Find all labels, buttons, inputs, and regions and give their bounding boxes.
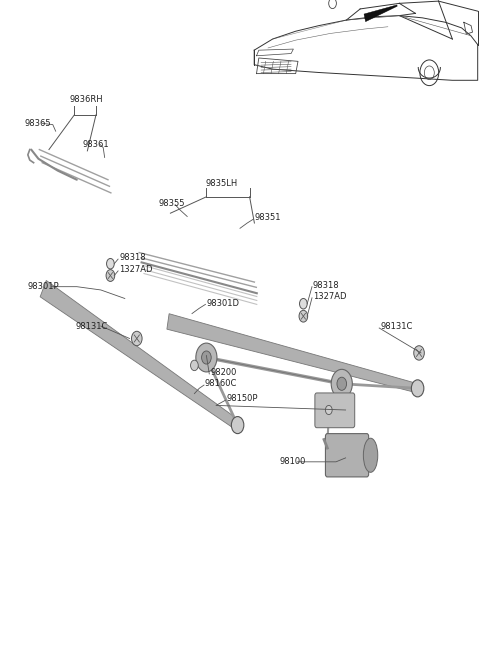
- Circle shape: [337, 377, 347, 390]
- Circle shape: [196, 343, 217, 372]
- Text: 98160C: 98160C: [205, 379, 237, 388]
- Polygon shape: [364, 5, 397, 22]
- Circle shape: [202, 351, 211, 364]
- Text: 98318: 98318: [313, 281, 339, 290]
- Text: 98301D: 98301D: [206, 298, 240, 308]
- Text: 9836RH: 9836RH: [70, 95, 103, 104]
- Circle shape: [331, 369, 352, 398]
- Text: 1327AD: 1327AD: [119, 265, 153, 274]
- Circle shape: [411, 380, 424, 397]
- Polygon shape: [40, 281, 240, 430]
- Text: 1327AD: 1327AD: [313, 292, 347, 301]
- Ellipse shape: [363, 438, 378, 472]
- Text: 98318: 98318: [119, 253, 145, 262]
- Circle shape: [106, 270, 115, 281]
- Text: 98100: 98100: [279, 457, 306, 466]
- Circle shape: [299, 310, 308, 322]
- Text: 98150P: 98150P: [227, 394, 258, 403]
- Text: 98361: 98361: [83, 140, 109, 149]
- Text: 98131C: 98131C: [380, 322, 412, 331]
- Circle shape: [231, 417, 244, 434]
- FancyBboxPatch shape: [315, 393, 355, 428]
- Text: 98200: 98200: [210, 368, 237, 377]
- Text: 9835LH: 9835LH: [205, 179, 238, 188]
- Text: 98351: 98351: [254, 213, 281, 222]
- Circle shape: [414, 346, 424, 360]
- Circle shape: [300, 298, 307, 309]
- Circle shape: [132, 331, 142, 346]
- Circle shape: [325, 405, 332, 415]
- Circle shape: [107, 258, 114, 269]
- FancyBboxPatch shape: [325, 434, 369, 477]
- Text: 98355: 98355: [158, 199, 185, 208]
- Text: 98131C: 98131C: [76, 321, 108, 331]
- Circle shape: [191, 360, 198, 371]
- Text: 98365: 98365: [25, 119, 51, 128]
- Polygon shape: [167, 314, 418, 393]
- Text: 98301P: 98301P: [28, 282, 60, 291]
